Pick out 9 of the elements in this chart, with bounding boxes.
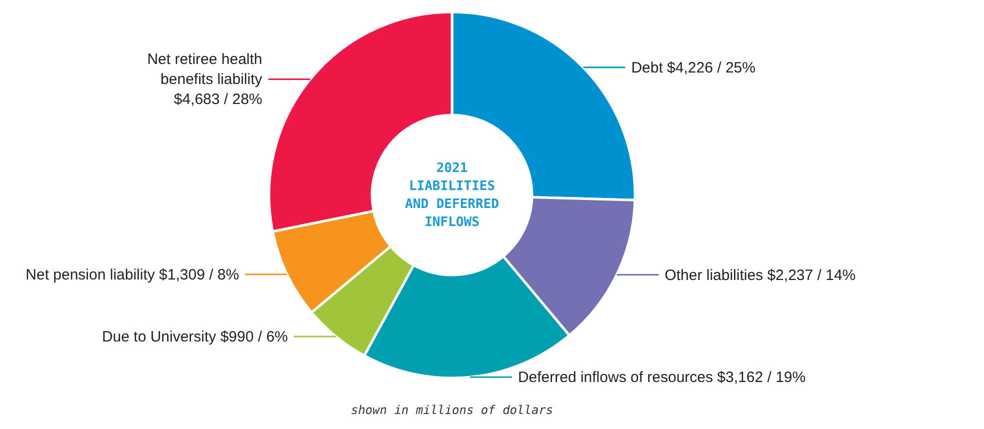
data-label: $4,683 / 28% [174, 91, 262, 108]
slice-label: Due to University $990 / 6% [102, 328, 288, 346]
text: shown in millions of dollars [350, 403, 554, 417]
slice-label: Net pension liability $1,309 / 8% [26, 266, 240, 284]
text: 2021 LIABILITIES AND DEFERRED INFLOWS [405, 161, 500, 230]
slice-label: Net retiree health benefits liability [147, 51, 263, 88]
slice-label: Other liabilities $2,237 / 14% [664, 266, 856, 284]
slice-label: Debt $4,226 / 25% [631, 59, 756, 76]
slice-label: Deferred inflows of resources $3,162 / 19% [518, 369, 806, 386]
